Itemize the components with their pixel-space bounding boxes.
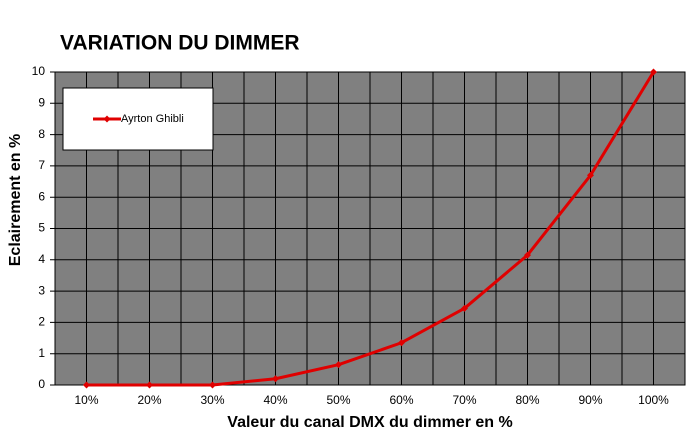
data-point [209, 381, 216, 389]
y-tick-label: 9 [38, 95, 45, 109]
x-tick-label: 30% [200, 393, 224, 407]
data-point [587, 171, 594, 179]
y-tick-label: 6 [38, 189, 45, 203]
data-point [398, 339, 405, 347]
legend-label: Ayrton Ghibli [121, 113, 184, 125]
data-point [146, 381, 153, 389]
x-tick-label: 20% [137, 393, 161, 407]
x-tick-label: 10% [74, 393, 98, 407]
data-point [650, 68, 657, 76]
x-tick-label: 90% [578, 393, 602, 407]
x-tick-label: 80% [515, 393, 539, 407]
data-point [83, 381, 90, 389]
x-tick-label: 50% [326, 393, 350, 407]
y-tick-label: 1 [38, 346, 45, 360]
y-tick-label: 5 [38, 221, 45, 235]
y-tick-label: 7 [38, 158, 45, 172]
x-tick-label: 40% [263, 393, 287, 407]
y-tick-label: 8 [38, 127, 45, 141]
x-tick-label: 100% [638, 393, 669, 407]
data-point [524, 251, 531, 259]
chart-title: VARIATION DU DIMMER [60, 32, 300, 55]
x-tick-label: 70% [452, 393, 476, 407]
data-point [272, 375, 279, 383]
series-line [86, 71, 655, 387]
x-axis-label: Valeur du canal DMX du dimmer en % [227, 414, 512, 431]
y-tick-label: 2 [38, 315, 45, 329]
y-tick-label: 4 [38, 252, 45, 266]
x-tick-label: 60% [389, 393, 413, 407]
data-point [461, 304, 468, 312]
y-tick-label: 0 [38, 377, 45, 391]
y-axis-label: Eclairement en % [7, 134, 24, 267]
legend-box [62, 87, 214, 151]
legend-marker [103, 115, 111, 123]
y-tick-label: 10 [32, 64, 46, 78]
y-tick-label: 3 [38, 283, 45, 297]
data-point [335, 361, 342, 369]
